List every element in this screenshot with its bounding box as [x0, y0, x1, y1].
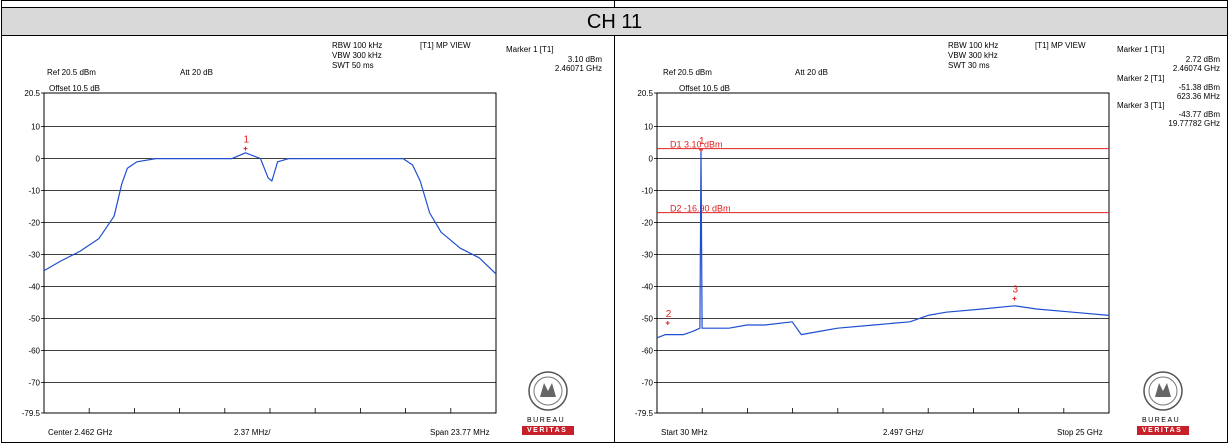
swt-label: SWT 30 ms [948, 61, 990, 70]
vbw-label: VBW 300 kHz [948, 51, 998, 60]
y-tick-label: -50 [641, 315, 653, 324]
marker-1-readout-label: Marker 1 [T1] [506, 45, 554, 54]
y-tick-label: -20 [28, 219, 40, 228]
per-division-label: 2.37 MHz/ [234, 428, 271, 437]
stop-frequency-label: Stop 25 GHz [1057, 428, 1103, 437]
y-tick-label: 10 [31, 123, 40, 132]
marker-1-readout-level: 3.10 dBm [567, 55, 602, 64]
top-divider [614, 1, 615, 7]
top-strip [2, 1, 1227, 8]
marker-1-readout-label: Marker 1 [T1] [1117, 45, 1165, 54]
attenuation-label: Att 20 dB [795, 68, 828, 77]
y-tick-label: -79.5 [635, 409, 654, 418]
marker-3-readout-label: Marker 3 [T1] [1117, 101, 1165, 110]
offset-label: Offset 10.5 dB [49, 84, 100, 93]
y-tick-label: -70 [28, 379, 40, 388]
logo-text-veritas: VERITAS [1142, 427, 1183, 434]
attenuation-label: Att 20 dB [180, 68, 213, 77]
marker-2-symbol [665, 321, 670, 326]
y-tick-label: -30 [28, 251, 40, 260]
display-line-label-1: D1 3.10 dBm [670, 140, 723, 150]
marker-3-readout-level: -43.77 dBm [1178, 110, 1220, 119]
trace-line [656, 149, 1110, 339]
logo-seal-icon [522, 371, 574, 435]
right-analyzer-pane: 20.5 10 0 -10 -20 -30 -40 -50 -60 -70 -79.5 D1 3.10… [615, 37, 1227, 442]
y-tick-label: -30 [641, 251, 653, 260]
swt-label: SWT 50 ms [332, 61, 374, 70]
marker-3-readout-freq: 19.77782 GHz [1168, 119, 1220, 128]
per-division-label: 2.497 GHz/ [883, 428, 924, 437]
marker-1-readout-level: 2.72 dBm [1185, 55, 1220, 64]
marker-1-symbol [699, 147, 704, 152]
y-tick-label: 20.5 [637, 89, 653, 98]
marker-1-label: 1 [243, 135, 249, 146]
span-label: Span 23.77 MHz [430, 428, 490, 437]
marker-3-symbol [1012, 296, 1017, 301]
plot-frame [656, 92, 1110, 414]
view-label: [T1] MP VIEW [420, 41, 471, 50]
marker-2-label: 2 [666, 309, 672, 320]
y-tick-label: -60 [641, 347, 653, 356]
trace-line [43, 152, 497, 275]
marker-1-readout-freq: 2.46071 GHz [554, 64, 602, 73]
y-tick-label: -10 [28, 187, 40, 196]
y-tick-label: -10 [641, 187, 653, 196]
logo-seal-icon [1137, 371, 1189, 435]
view-label: [T1] MP VIEW [1035, 41, 1086, 50]
marker-1-label: 1 [699, 136, 705, 147]
y-tick-label: 0 [36, 155, 41, 164]
logo-text-veritas: VERITAS [527, 427, 568, 434]
marker-2-readout-freq: 623.36 MHz [1176, 92, 1220, 101]
ref-level-label: Ref 20.5 dBm [47, 68, 96, 77]
marker-1-readout-freq: 2.46074 GHz [1172, 64, 1220, 73]
y-tick-label: -60 [28, 347, 40, 356]
bureau-veritas-logo: BUREAU VERITAS [1133, 367, 1193, 437]
y-tick-label: -40 [641, 283, 653, 292]
pane-divider [614, 36, 615, 443]
logo-text-bureau: BUREAU [527, 417, 566, 424]
plot-frame [43, 92, 497, 414]
y-tick-label: 20.5 [24, 89, 40, 98]
y-tick-label: -40 [28, 283, 40, 292]
left-analyzer-pane: 20.5 10 0 -10 -20 -30 -40 -50 -60 -70 -79.5 1 RBW 1… [2, 37, 614, 442]
y-tick-label: -79.5 [22, 409, 41, 418]
y-tick-label: -70 [641, 379, 653, 388]
channel-header: CH 11 [2, 8, 1227, 36]
y-tick-label: -20 [641, 219, 653, 228]
center-frequency-label: Center 2.462 GHz [48, 428, 113, 437]
y-tick-label: -50 [28, 315, 40, 324]
start-frequency-label: Start 30 MHz [661, 428, 708, 437]
left-spectrum-plot: 20.5 10 0 -10 -20 -30 -40 -50 -60 -70 -79.5 1 [22, 89, 497, 418]
y-tick-label: 10 [644, 123, 653, 132]
y-tick-label: 0 [649, 155, 654, 164]
offset-label: Offset 10.5 dB [679, 84, 730, 93]
marker-2-readout-level: -51.38 dBm [1178, 83, 1220, 92]
rbw-label: RBW 100 kHz [948, 41, 999, 50]
rbw-label: RBW 100 kHz [332, 41, 383, 50]
bureau-veritas-logo: BUREAU VERITAS [518, 367, 578, 437]
right-spectrum-plot: 20.5 10 0 -10 -20 -30 -40 -50 -60 -70 -79.5 D1 3.10… [635, 89, 1110, 418]
marker-3-label: 3 [1012, 285, 1018, 296]
marker-1-symbol [243, 146, 248, 151]
marker-2-readout-label: Marker 2 [T1] [1117, 74, 1165, 83]
ref-level-label: Ref 20.5 dBm [663, 68, 712, 77]
logo-text-bureau: BUREAU [1142, 417, 1181, 424]
vbw-label: VBW 300 kHz [332, 51, 382, 60]
